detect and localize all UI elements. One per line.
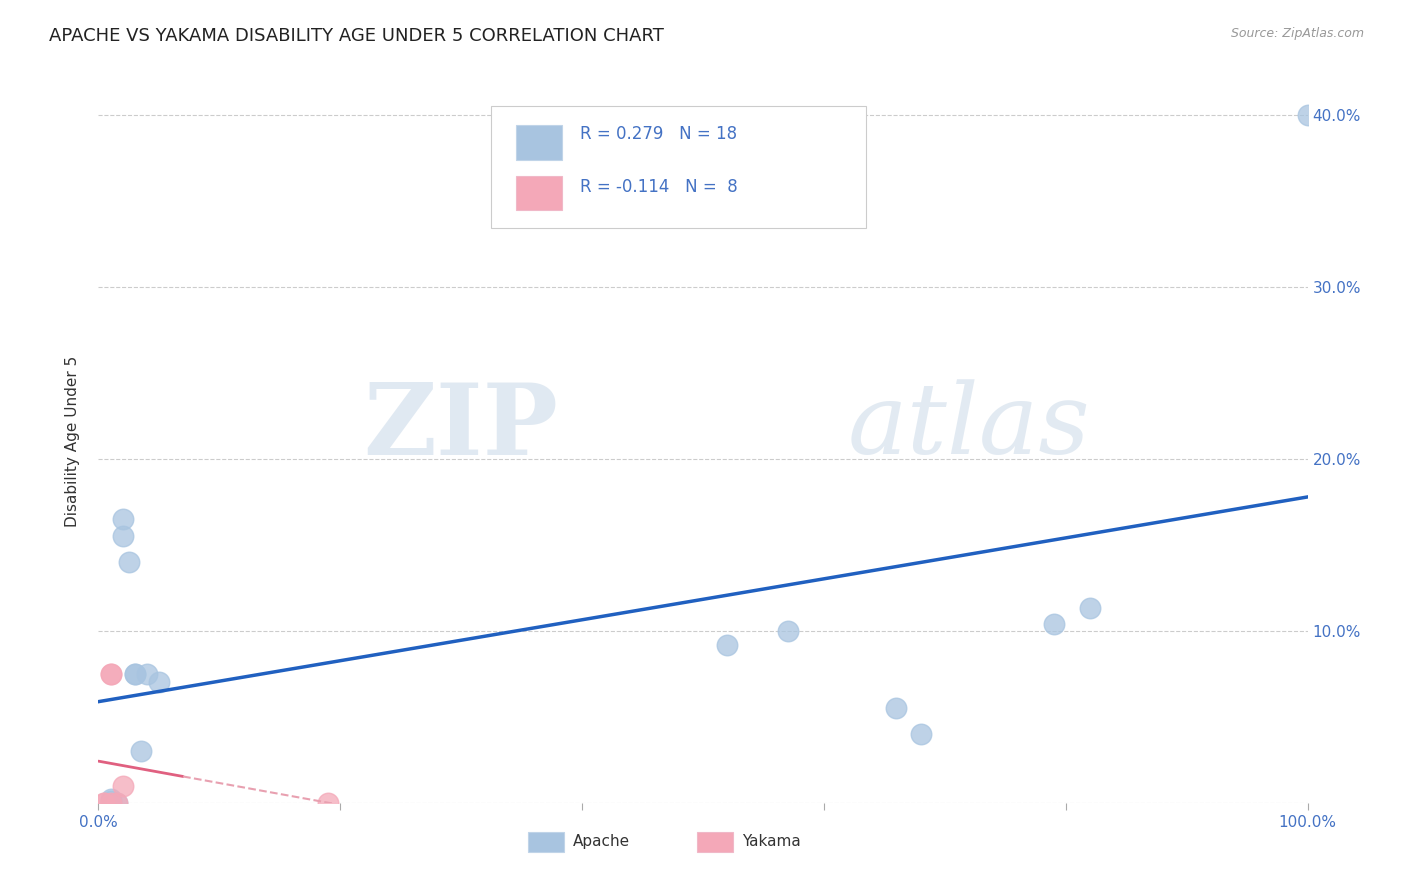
Point (100, 794, 122, 808)
Bar (516, 125, 561, 160)
Point (886, 701, 908, 715)
Bar (697, 831, 734, 852)
Point (111, 512, 134, 526)
Point (910, 727, 932, 741)
FancyBboxPatch shape (492, 105, 866, 228)
Point (105, 796, 128, 810)
Point (1078, 601, 1101, 615)
Point (124, 666, 146, 681)
Point (111, 779, 134, 793)
Point (716, 638, 738, 652)
Point (93, 796, 115, 810)
Point (105, 796, 128, 810)
Point (129, 744, 152, 758)
Point (148, 675, 170, 690)
Point (111, 529, 134, 543)
Y-axis label: Disability Age Under 5: Disability Age Under 5 (65, 356, 80, 527)
Text: R = -0.114   N =  8: R = -0.114 N = 8 (579, 178, 737, 196)
Point (93, 796, 115, 810)
Point (1042, 616, 1064, 631)
Text: R = 0.279   N = 18: R = 0.279 N = 18 (579, 126, 737, 144)
Text: APACHE VS YAKAMA DISABILITY AGE UNDER 5 CORRELATION CHART: APACHE VS YAKAMA DISABILITY AGE UNDER 5 … (49, 27, 664, 45)
Text: Yakama: Yakama (742, 834, 800, 849)
Point (124, 666, 146, 681)
Text: atlas: atlas (848, 379, 1091, 475)
Point (100, 666, 122, 681)
Point (100, 666, 122, 681)
Text: Source: ZipAtlas.com: Source: ZipAtlas.com (1230, 27, 1364, 40)
Point (316, 796, 339, 810)
Point (118, 555, 141, 569)
Bar (516, 176, 561, 211)
Point (100, 792, 122, 806)
Text: Apache: Apache (572, 834, 630, 849)
Point (135, 666, 157, 681)
Point (1296, 108, 1319, 122)
Bar (527, 831, 564, 852)
Point (100, 796, 122, 810)
Text: ZIP: ZIP (363, 378, 558, 475)
Point (776, 624, 799, 638)
